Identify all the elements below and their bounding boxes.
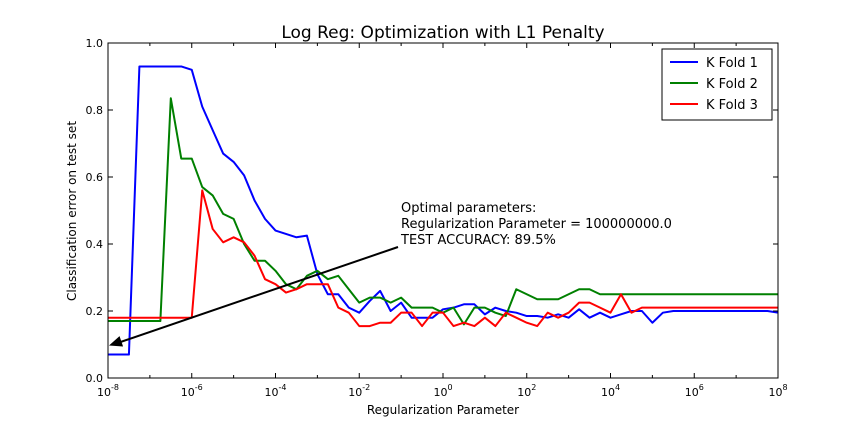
y-tick-label: 0.4 [86, 238, 104, 251]
x-tick-label: 100 [433, 383, 452, 399]
x-tick-label: 10-2 [348, 383, 370, 399]
x-axis-label: Regularization Parameter [367, 403, 519, 417]
x-tick-label: 106 [685, 383, 704, 399]
y-axis-label: Classification error on test set [65, 121, 79, 301]
legend-box [661, 48, 773, 121]
series-line-3 [108, 189, 778, 328]
y-tick-label: 1.0 [86, 37, 104, 50]
series-layer [108, 65, 778, 356]
legend-label-2: K Fold 2 [706, 77, 758, 92]
annotation-line-3: TEST ACCURACY: 89.5% [400, 233, 556, 248]
x-tick-label: 102 [517, 383, 536, 399]
annotation: Optimal parameters:Regularization Parame… [109, 201, 672, 347]
x-tick-label: 10-8 [97, 383, 119, 399]
y-tick-label: 0.8 [86, 104, 104, 117]
annotation-arrow-line [118, 246, 399, 344]
legend-label-3: K Fold 3 [706, 98, 758, 113]
x-tick-label: 108 [768, 383, 787, 399]
annotation-arrow-head [109, 336, 124, 347]
x-tick-label: 104 [601, 383, 620, 399]
y-tick-label: 0.6 [86, 171, 104, 184]
x-tick-label: 10-6 [181, 383, 203, 399]
annotation-line-1: Optimal parameters: [401, 201, 536, 216]
series-line-1 [108, 65, 778, 356]
x-tick-label: 10-4 [265, 383, 287, 399]
ticks-layer: 10-8 10-6 10-4 10-2 100 102 104 106 108 0.0 0.2 0.4… [86, 37, 788, 399]
chart-title: Log Reg: Optimization with L1 Penalty [281, 23, 604, 43]
y-tick-label: 0.2 [86, 305, 104, 318]
legend: K Fold 1 K Fold 2 K Fold 3 [661, 48, 773, 121]
annotation-line-2: Regularization Parameter = 100000000.0 [401, 217, 672, 232]
legend-label-1: K Fold 1 [706, 56, 758, 71]
y-tick-label: 0.0 [86, 372, 104, 385]
